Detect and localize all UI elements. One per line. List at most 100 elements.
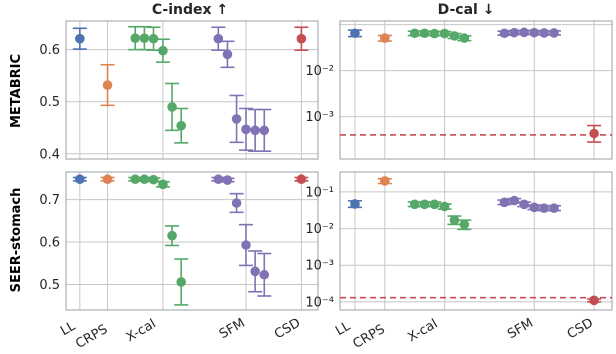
series-sfm xyxy=(497,27,562,39)
y-tick-label: 10⁻³ xyxy=(305,259,334,274)
data-point-x-cal xyxy=(158,179,168,190)
data-point-sfm xyxy=(231,198,242,208)
panel-metabric-c-index: 0.4 0.5 0.6 xyxy=(39,20,319,162)
panels-layer: 0.40.50.610⁻³10⁻²0.50.60.710⁻⁴10⁻³10⁻²10… xyxy=(39,20,613,311)
series-csd xyxy=(587,124,602,143)
data-point-csd xyxy=(296,174,307,185)
data-point-sfm xyxy=(231,114,242,124)
series-sfm xyxy=(211,26,272,152)
x-tick-label-sfm: SFM xyxy=(505,316,536,342)
y-tick-label: 10⁻⁴ xyxy=(305,295,334,310)
data-point-ll xyxy=(350,28,360,39)
data-point-crps xyxy=(102,80,113,90)
data-point-sfm xyxy=(499,28,510,39)
data-point-x-cal xyxy=(148,33,159,44)
data-point-csd xyxy=(589,128,599,139)
data-point-x-cal xyxy=(429,199,440,210)
data-point-sfm xyxy=(529,27,540,38)
data-point-sfm xyxy=(222,49,233,60)
data-point-sfm xyxy=(539,203,549,213)
x-tick-label-csd: CSD xyxy=(565,316,596,343)
data-point-x-cal xyxy=(419,199,430,210)
data-point-sfm xyxy=(259,269,270,280)
panel-frame xyxy=(65,20,319,160)
data-point-x-cal xyxy=(429,28,440,39)
y-tick-label: 10⁻² xyxy=(305,222,334,237)
data-point-x-cal xyxy=(167,230,177,241)
x-tick-label-ll: LL xyxy=(333,318,354,339)
series-csd xyxy=(294,174,309,185)
panel-background xyxy=(340,172,612,310)
data-point-x-cal xyxy=(449,31,460,41)
data-point-crps xyxy=(380,33,390,43)
row-title-seer-stomach: SEER-stomach xyxy=(9,188,24,293)
data-point-x-cal xyxy=(176,277,186,287)
data-point-sfm xyxy=(549,203,559,213)
data-point-sfm xyxy=(509,27,520,38)
y-tick-label: 0.5 xyxy=(39,95,60,110)
data-point-x-cal xyxy=(439,28,450,39)
panel-frame xyxy=(65,171,319,311)
x-tick-label-ll: LL xyxy=(58,318,79,339)
data-point-sfm xyxy=(539,28,549,38)
series-crps xyxy=(377,33,392,43)
x-tick-label-csd: CSD xyxy=(272,316,303,343)
panel-seer-stomach-d-cal: 10⁻⁴ 10⁻³ 10⁻² 10⁻¹ xyxy=(305,171,613,311)
series-sfm xyxy=(497,195,562,213)
series-x-cal xyxy=(407,28,472,43)
y-tick-label: 0.6 xyxy=(39,236,60,251)
panel-frame xyxy=(339,20,613,160)
data-point-ll xyxy=(350,199,360,209)
data-point-crps xyxy=(102,174,113,185)
data-point-sfm xyxy=(259,125,270,136)
data-point-sfm xyxy=(529,202,540,213)
data-point-x-cal xyxy=(130,33,141,43)
data-point-x-cal xyxy=(459,219,470,230)
series-csd xyxy=(294,26,309,51)
data-point-sfm xyxy=(519,27,529,38)
y-tick-label: 0.6 xyxy=(39,43,60,58)
series-x-cal xyxy=(128,174,189,306)
data-point-x-cal xyxy=(167,102,177,112)
data-point-csd xyxy=(589,295,599,306)
y-tick-label: 10⁻¹ xyxy=(305,185,334,200)
data-point-x-cal xyxy=(439,201,450,212)
data-point-x-cal xyxy=(419,28,430,39)
data-point-sfm xyxy=(241,240,251,250)
data-point-x-cal xyxy=(148,174,159,185)
data-point-sfm xyxy=(509,195,520,206)
x-tick-label-x-cal: X-cal xyxy=(124,317,159,346)
series-ll xyxy=(347,199,362,209)
data-point-x-cal xyxy=(449,215,460,225)
data-point-sfm xyxy=(241,124,251,135)
row-title-metabric: METABRIC xyxy=(9,54,24,128)
data-point-sfm xyxy=(549,28,559,38)
series-ll xyxy=(347,28,362,39)
series-sfm xyxy=(211,174,272,297)
y-tick-label: 0.7 xyxy=(39,193,60,208)
y-tick-label: 0.5 xyxy=(39,278,60,293)
panel-metabric-d-cal: 10⁻³ 10⁻² xyxy=(305,20,613,160)
y-tick-label: 0.4 xyxy=(39,147,60,162)
series-crps xyxy=(100,63,115,107)
data-point-x-cal xyxy=(139,174,150,185)
series-ll xyxy=(72,174,87,185)
data-point-csd xyxy=(296,33,307,44)
column-title-d-cal: D-cal ↓ xyxy=(438,2,495,18)
panel-frame xyxy=(339,171,613,311)
data-point-crps xyxy=(380,176,390,186)
data-point-ll xyxy=(75,174,85,185)
data-point-x-cal xyxy=(409,28,420,39)
data-point-x-cal xyxy=(459,33,470,43)
data-point-x-cal xyxy=(130,174,141,185)
panel-seer-stomach-c-index: 0.5 0.6 0.7 xyxy=(39,171,319,311)
series-crps xyxy=(100,174,115,185)
data-point-sfm xyxy=(250,125,260,136)
x-tick-label-x-cal: X-cal xyxy=(405,317,440,346)
y-tick-label: 10⁻³ xyxy=(305,110,334,125)
series-x-cal xyxy=(407,199,472,231)
series-crps xyxy=(377,176,392,186)
data-point-x-cal xyxy=(409,199,420,210)
